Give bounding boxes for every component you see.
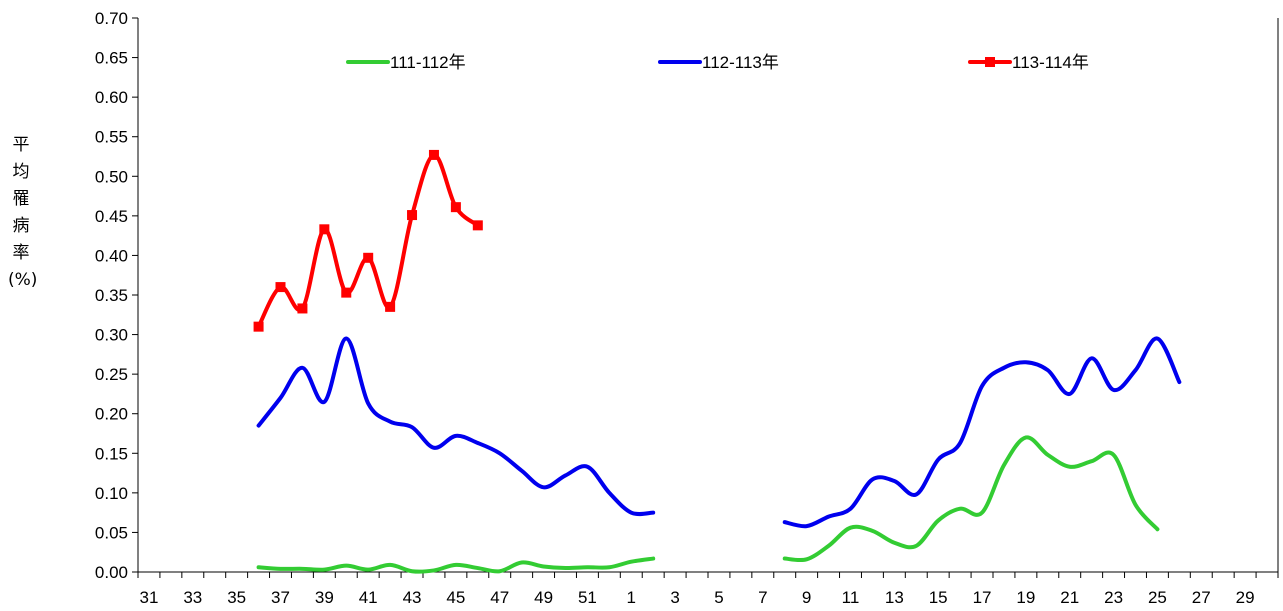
x-tick-label: 29 (1236, 588, 1255, 607)
y-tick-label: 0.45 (95, 207, 128, 226)
y-axis-label: 平均罹病率(%) (8, 135, 38, 290)
data-point (472, 220, 483, 231)
data-point (428, 149, 439, 160)
x-tick-label: 47 (490, 588, 509, 607)
x-tick-label: 7 (758, 588, 767, 607)
legend-item: 111-112年 (346, 53, 466, 72)
y-tick-label: 0.10 (95, 484, 128, 503)
y-tick-label: 0.00 (95, 563, 128, 582)
x-tick-label: 49 (534, 588, 553, 607)
data-point (363, 252, 374, 263)
x-tick-label: 27 (1192, 588, 1211, 607)
y-tick-label: 0.15 (95, 444, 128, 463)
y-tick-label: 0.50 (95, 167, 128, 186)
data-point (297, 303, 308, 314)
series-line (256, 556, 656, 574)
series (253, 149, 1182, 574)
x-tick-label: 37 (271, 588, 290, 607)
legend-item: 112-113年 (658, 53, 779, 72)
y-tick-label: 0.55 (95, 128, 128, 147)
legend-label: 112-113年 (702, 53, 779, 72)
x-tick-label: 51 (578, 588, 597, 607)
series-line (782, 435, 1160, 563)
legend-label: 111-112年 (390, 53, 466, 72)
y-tick-label: 0.05 (95, 523, 128, 542)
x-tick-label: 39 (315, 588, 334, 607)
x-tick-label: 33 (183, 588, 202, 607)
x-tick-label: 9 (802, 588, 811, 607)
x-tick-label: 43 (403, 588, 422, 607)
data-point (275, 282, 286, 293)
data-point (341, 287, 352, 298)
y-tick-label: 0.60 (95, 88, 128, 107)
x-tick-label: 25 (1148, 588, 1167, 607)
x-tick-label: 23 (1104, 588, 1123, 607)
x-tick-label: 5 (714, 588, 723, 607)
series-2 (256, 336, 1182, 529)
data-point (319, 224, 330, 235)
legend-item: 113-114年 (968, 53, 1089, 72)
legend-marker (985, 57, 995, 67)
x-tick-label: 1 (627, 588, 636, 607)
y-tick-label: 0.25 (95, 365, 128, 384)
x-tick-label: 35 (227, 588, 246, 607)
data-point (407, 210, 418, 221)
y-tick-label: 0.20 (95, 405, 128, 424)
series-line (782, 336, 1182, 529)
x-tick-label: 31 (140, 588, 159, 607)
x-tick-label: 15 (929, 588, 948, 607)
y-tick-label: 0.40 (95, 246, 128, 265)
y-tick-label: 0.70 (95, 9, 128, 28)
x-tick-label: 45 (446, 588, 465, 607)
x-tick-label: 11 (842, 588, 860, 607)
data-point (450, 202, 461, 213)
x-ticks: 31 33 35 37 39 41 43 45 47 49 51 1 3 5 7 9 11 13 15 17 19 21 2… (137, 572, 1279, 607)
y-tick-label: 0.35 (95, 286, 128, 305)
x-tick-label: 21 (1060, 588, 1079, 607)
y-ticks: 0.00 0.05 0.10 0.15 0.20 0.25 0.30 0.35 0.40 0.45… (95, 9, 138, 582)
x-tick-label: 41 (359, 588, 378, 607)
series-line (256, 152, 480, 329)
data-point (253, 321, 264, 332)
x-tick-label: 3 (670, 588, 679, 607)
x-tick-label: 13 (885, 588, 904, 607)
y-tick-label: 0.65 (95, 49, 128, 68)
x-tick-label: 17 (973, 588, 992, 607)
series-3 (253, 149, 483, 332)
series-1 (256, 435, 1160, 574)
legend-label: 113-114年 (1012, 53, 1089, 72)
x-tick-label: 19 (1016, 588, 1035, 607)
series-line (256, 336, 656, 517)
data-point (385, 301, 396, 312)
y-tick-label: 0.30 (95, 326, 128, 345)
legend: 111-112年 112-113年 113-114年 (346, 53, 1089, 72)
